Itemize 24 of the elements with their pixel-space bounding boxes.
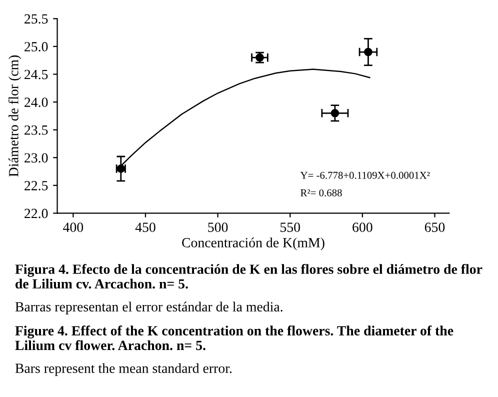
- text: Bars represent the mean standard error.: [15, 363, 232, 376]
- y-tick-label: 25.5: [24, 14, 48, 24]
- text: Barras representan el error estándar de la media.: [15, 302, 282, 314]
- x-tick-label: 450: [135, 222, 156, 232]
- y-tick-label: 25.0: [24, 42, 48, 52]
- point: [364, 48, 372, 56]
- x-tick-label: 500: [208, 222, 228, 232]
- x-tick-label: 400: [63, 222, 84, 232]
- y-tick-label: 22.0: [24, 208, 48, 218]
- x-tick-label: 600: [352, 222, 372, 232]
- annotation: R²= 0.688: [300, 189, 342, 196]
- x-axis-title: Concentración de K(mM): [182, 238, 324, 250]
- y-tick-label: 23.0: [24, 153, 48, 163]
- text: Figura 4. Efecto de la concentración de K en las flores sobre el diámetro de flor de Lilium cv. Arcachon. n= 5.: [15, 264, 482, 289]
- y-axis-title: Diámetro de flor (cm): [8, 55, 22, 177]
- annotation: Y= -6.778+0.1109X+0.0001X²: [300, 172, 430, 179]
- caption: Figure 4. Effect of the K concentration on the flowers. The diameter of the Lilium cv flower. Arachon. n= 5.: [15, 326, 454, 350]
- y-tick-label: 22.5: [24, 181, 48, 190]
- y-tick-label: 24.0: [24, 98, 48, 108]
- point: [330, 108, 340, 118]
- x-tick-label: 550: [280, 222, 300, 232]
- x-tick-label: 650: [424, 222, 445, 232]
- y-tick-label: 23.5: [24, 125, 48, 135]
- y-tick-label: 24.5: [24, 70, 48, 80]
